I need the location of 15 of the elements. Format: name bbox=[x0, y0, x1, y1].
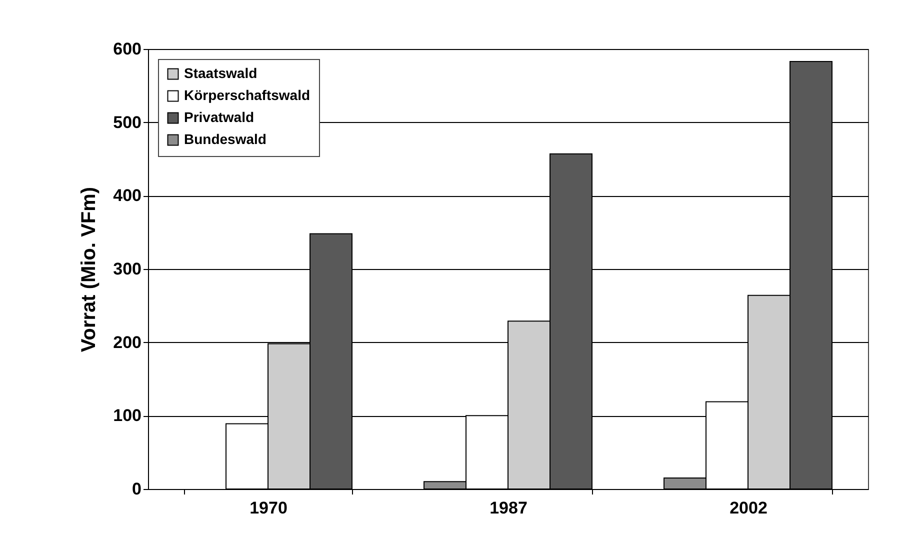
legend-label: Privatwald bbox=[184, 109, 254, 125]
legend-label: Bundeswald bbox=[184, 131, 266, 147]
y-tick-label: 200 bbox=[113, 332, 142, 352]
legend-label: Staatswald bbox=[184, 65, 258, 81]
y-tick-label: 600 bbox=[113, 40, 142, 58]
x-tick-label: 1970 bbox=[250, 498, 288, 518]
y-axis-title: Vorrat (Mio. VFm) bbox=[78, 186, 100, 352]
x-tick-label: 2002 bbox=[730, 498, 768, 518]
y-tick-label: 100 bbox=[113, 406, 142, 426]
x-tick-label: 1987 bbox=[490, 498, 528, 518]
y-tick-label: 0 bbox=[132, 480, 142, 498]
y-tick-label: 400 bbox=[113, 186, 142, 206]
y-tick-label: 500 bbox=[113, 112, 142, 132]
y-tick-label: 300 bbox=[113, 260, 142, 278]
legend-label: Körperschaftswald bbox=[184, 87, 310, 103]
